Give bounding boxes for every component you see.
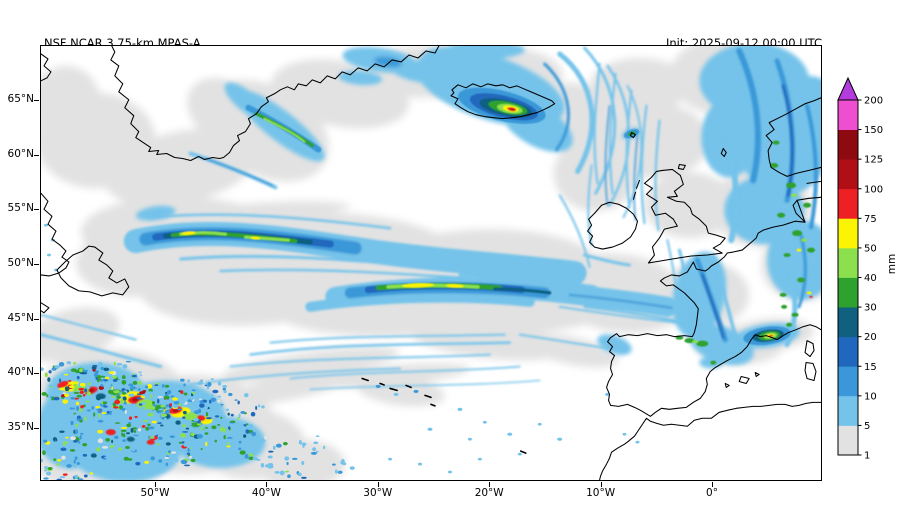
colorbar-segment — [838, 277, 858, 308]
map-plot-area — [40, 45, 822, 481]
labrador-coast — [41, 192, 70, 277]
lat-tick-mark — [34, 318, 39, 320]
europe-coast — [606, 196, 821, 417]
lon-tick-mark — [377, 482, 379, 487]
iceland-coast — [450, 83, 556, 120]
lat-tick-label: 55°N — [7, 202, 34, 215]
lat-tick-mark — [34, 209, 39, 211]
north-africa-coast — [599, 401, 821, 480]
colorbar-segment — [838, 159, 858, 190]
colorbar-tick-label: 15 — [864, 362, 877, 373]
lon-tick-mark — [155, 482, 156, 487]
lat-tick-label: 50°N — [7, 257, 34, 269]
colorbar-segment — [838, 307, 858, 338]
colorbar-tick-label: 100 — [864, 184, 883, 195]
colorbar-tick-label: 50 — [864, 243, 877, 254]
lon-tick-label: 20°W — [474, 487, 504, 499]
colorbar-tick-label: 10 — [864, 391, 877, 402]
greenland-coast — [110, 46, 440, 161]
balearic-islands-coast — [724, 371, 760, 388]
lat-tick-mark — [34, 154, 39, 156]
azores-madeira-islands — [361, 377, 527, 454]
colorbar-segment — [838, 218, 858, 249]
lat-tick-label: 40°N — [7, 366, 34, 379]
lon-tick-label: 50°W — [140, 487, 170, 499]
lat-tick-label: 45°N — [7, 311, 34, 324]
lat-tick-mark — [34, 100, 39, 101]
lat-tick-mark — [34, 373, 39, 375]
colorbar-segment — [838, 188, 858, 219]
lat-tick-label: 60°N — [7, 147, 34, 160]
lon-tick-mark — [489, 482, 491, 487]
corsica-sardinia-coast — [804, 340, 817, 381]
lon-tick-mark — [712, 482, 713, 487]
colorbar-segment — [838, 395, 858, 426]
colorbar-tick-label: 75 — [864, 214, 877, 225]
colorbar-segment — [838, 100, 858, 130]
coastline-layer — [41, 46, 821, 480]
lat-tick-mark — [34, 428, 39, 430]
lon-tick-label: 10°W — [586, 487, 616, 499]
colorbar-segment — [838, 336, 858, 367]
faroe-islands-coast — [629, 132, 636, 139]
colorbar-unit-label: mm — [886, 253, 898, 275]
colorbar-segment — [838, 129, 858, 160]
canada-edge-coast — [41, 53, 52, 314]
colorbar-over-arrow — [837, 76, 859, 101]
colorbar-tick-label: 125 — [864, 155, 883, 166]
lat-tick-label: 35°N — [7, 421, 34, 434]
colorbar-tick-label: 150 — [864, 125, 883, 136]
great-britain-coast — [643, 168, 726, 264]
colorbar-segment — [838, 247, 858, 278]
lat-tick-label: 65°N — [7, 93, 34, 105]
colorbar-segment — [838, 366, 858, 397]
colorbar-segment — [838, 425, 858, 456]
colorbar-tick-label: 40 — [864, 273, 877, 284]
colorbar-tick-label: 30 — [864, 303, 877, 314]
speckle-layer — [41, 360, 355, 480]
precipitation-map-svg — [41, 46, 821, 480]
denmark-coast — [792, 180, 821, 223]
colorbar-tick-label: 1 — [864, 451, 870, 462]
lon-tick-mark — [266, 482, 268, 487]
colorbar-tick-label: 20 — [864, 332, 877, 343]
norway-coast — [765, 97, 821, 177]
scottish-isles-coast — [632, 148, 727, 200]
lat-tick-mark — [34, 264, 39, 265]
lon-tick-label: 30°W — [363, 487, 393, 499]
lon-tick-mark — [600, 482, 602, 487]
lon-tick-label: 0° — [706, 487, 718, 499]
ireland-coast — [587, 201, 638, 250]
newfoundland-coast — [56, 245, 130, 297]
colorbar-tick-label: 5 — [864, 421, 870, 432]
lon-tick-label: 40°W — [251, 487, 281, 499]
colorbar-tick-label: 200 — [864, 96, 883, 107]
